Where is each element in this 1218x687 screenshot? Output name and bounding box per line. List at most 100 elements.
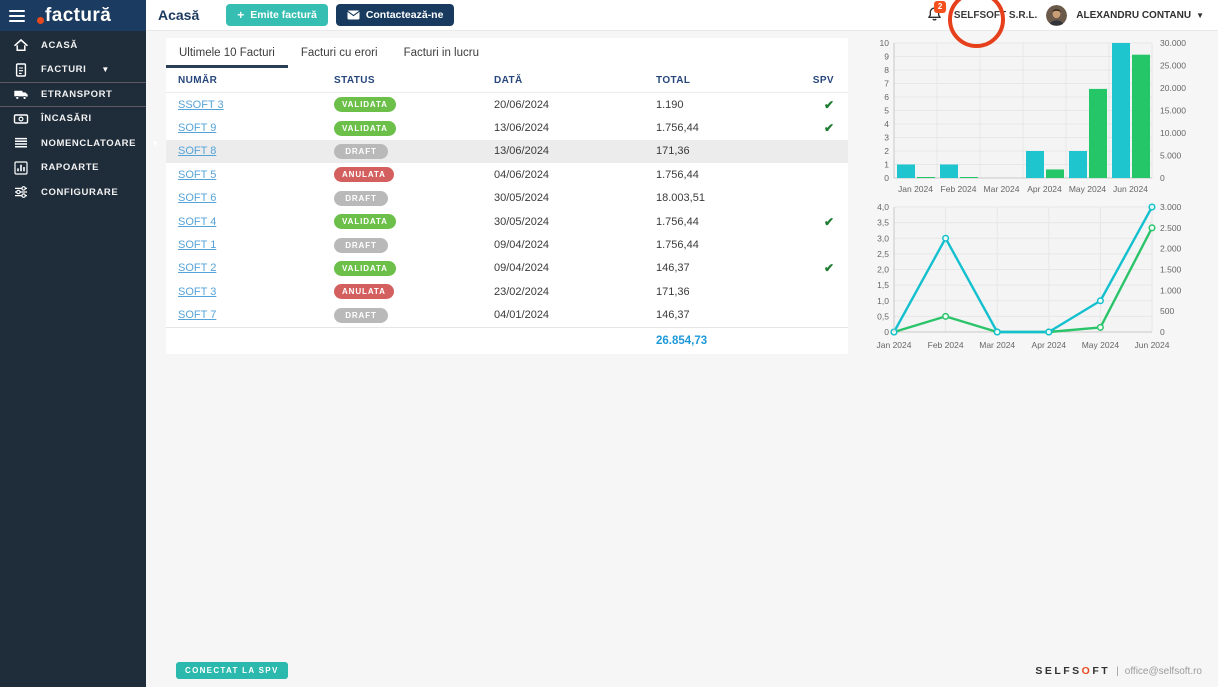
invoice-date: 04/06/2024 <box>494 168 550 181</box>
sidebar-item-label: NOMENCLATOARE <box>41 137 137 149</box>
footer-brand: SELFSOFT | office@selfsoft.ro <box>1035 665 1202 677</box>
notifications-bell-button[interactable]: 2 <box>925 1 947 25</box>
invoice-number-link[interactable]: SSOFT 3 <box>178 98 224 111</box>
invoice-total: 1.756,44 <box>656 168 699 181</box>
sidebar-item-label: ETRANSPORT <box>41 88 113 100</box>
status-badge: DRAFT <box>334 307 388 323</box>
emit-invoice-button[interactable]: + Emite factură <box>226 4 328 26</box>
sidebar-menu: ACASĂ FACTURI ▼ ETRANSPORT ÎNCASĂRI NOMENCLAT… <box>0 31 159 205</box>
svg-text:1.000: 1.000 <box>1160 285 1182 295</box>
svg-text:Jun 2024: Jun 2024 <box>1113 184 1148 194</box>
sidebar-item-facturi[interactable]: FACTURI ▼ <box>0 58 146 83</box>
svg-text:1,0: 1,0 <box>877 296 889 306</box>
svg-text:Jan 2024: Jan 2024 <box>877 340 912 350</box>
tab-facturi-in-lucru[interactable]: Facturi in lucru <box>403 47 479 59</box>
sidebar-item-rapoarte[interactable]: RAPOARTE <box>0 156 146 181</box>
user-name: ALEXANDRU CONTANU <box>1076 9 1192 21</box>
invoice-total: 146,37 <box>656 262 690 275</box>
invoice-number-link[interactable]: SOFT 7 <box>178 309 217 322</box>
sidebar-item-ncasri[interactable]: ÎNCASĂRI <box>0 107 146 132</box>
invoice-date: 13/06/2024 <box>494 145 550 158</box>
svg-text:2.000: 2.000 <box>1160 244 1182 254</box>
svg-text:20.000: 20.000 <box>1160 83 1186 93</box>
chevron-down-icon: ▼ <box>101 65 110 75</box>
invoices-bar-chart: 10987654321030.00025.00020.00015.00010.0… <box>880 38 1187 194</box>
table-row: SOFT 1 DRAFT 09/04/2024 1.756,44 <box>166 233 848 256</box>
sidebar-item-configurare[interactable]: CONFIGURARE <box>0 180 146 205</box>
svg-text:Feb 2024: Feb 2024 <box>941 184 977 194</box>
hamburger-menu-icon[interactable] <box>9 9 25 22</box>
invoice-date: 30/05/2024 <box>494 215 550 228</box>
spv-check-icon: ✔ <box>823 97 834 112</box>
svg-text:2: 2 <box>884 146 889 156</box>
svg-text:1.500: 1.500 <box>1160 265 1182 275</box>
cash-icon <box>13 111 29 127</box>
invoice-date: 30/05/2024 <box>494 192 550 205</box>
spv-check-icon: ✔ <box>823 214 834 229</box>
invoice-number-link[interactable]: SOFT 3 <box>178 285 217 298</box>
invoice-total: 1.756,44 <box>656 215 699 228</box>
svg-text:500: 500 <box>1160 306 1174 316</box>
invoice-icon <box>13 62 29 78</box>
home-icon <box>13 37 29 53</box>
footer-separator: | <box>1116 665 1119 677</box>
app-logo[interactable]: factură <box>37 5 111 27</box>
invoice-number-link[interactable]: SOFT 9 <box>178 122 217 135</box>
invoice-date: 09/04/2024 <box>494 262 550 275</box>
svg-text:2.500: 2.500 <box>1160 223 1182 233</box>
invoice-number-link[interactable]: SOFT 4 <box>178 215 217 228</box>
table-row: SOFT 9 VALIDATA 13/06/2024 1.756,44 ✔ <box>166 116 848 139</box>
sidebar: factură ACASĂ FACTURI ▼ ETRANSPORT ÎNCASĂRI N… <box>0 0 159 687</box>
svg-text:3: 3 <box>884 133 889 143</box>
status-badge: VALIDATA <box>334 120 396 136</box>
table-row: SOFT 6 DRAFT 30/05/2024 18.003,51 <box>166 187 848 210</box>
svg-text:10: 10 <box>880 38 890 48</box>
svg-text:5: 5 <box>884 106 889 116</box>
grand-total-value: 26.854,73 <box>656 334 708 347</box>
table-row: SOFT 5 ANULATA 04/06/2024 1.756,44 <box>166 163 848 186</box>
footer-email[interactable]: office@selfsoft.ro <box>1124 665 1202 677</box>
svg-text:2,0: 2,0 <box>877 265 889 275</box>
svg-text:Jan 2024: Jan 2024 <box>898 184 933 194</box>
svg-text:0,5: 0,5 <box>877 311 889 321</box>
invoice-number-link[interactable]: SOFT 5 <box>178 168 217 181</box>
sliders-icon <box>13 184 29 200</box>
svg-text:Mar 2024: Mar 2024 <box>979 340 1015 350</box>
invoice-number-link[interactable]: SOFT 6 <box>178 192 217 205</box>
invoice-date: 23/02/2024 <box>494 285 550 298</box>
tab-facturi-cu-erori[interactable]: Facturi cu erori <box>300 47 378 59</box>
column-header: NUMĂR <box>178 74 218 86</box>
column-header: STATUS <box>334 74 375 86</box>
table-row: SOFT 7 DRAFT 04/01/2024 146,37 <box>166 304 848 327</box>
tab-ultimele-10-facturi[interactable]: Ultimele 10 Facturi <box>166 38 288 68</box>
invoice-number-link[interactable]: SOFT 8 <box>178 145 217 158</box>
table-total-row: 26.854,73 <box>166 326 848 354</box>
svg-text:1,5: 1,5 <box>877 280 889 290</box>
svg-text:0: 0 <box>884 327 889 337</box>
table-row: SSOFT 3 VALIDATA 20/06/2024 1.190 ✔ <box>166 93 848 116</box>
svg-text:6: 6 <box>884 92 889 102</box>
user-avatar[interactable] <box>1046 4 1068 26</box>
column-header: TOTAL <box>656 74 691 86</box>
invoice-total: 18.003,51 <box>656 192 705 205</box>
sidebar-item-acas[interactable]: ACASĂ <box>0 33 146 58</box>
svg-text:25.000: 25.000 <box>1160 61 1186 71</box>
sidebar-item-nomenclatoare[interactable]: NOMENCLATOARE ▼ <box>0 131 159 156</box>
status-badge: VALIDATA <box>334 97 396 113</box>
svg-text:Apr 2024: Apr 2024 <box>1027 184 1062 194</box>
plus-icon: + <box>237 8 245 22</box>
company-name: SELFSOFT S.R.L. <box>953 9 1038 21</box>
contact-button[interactable]: Contactează-ne <box>335 4 455 26</box>
chevron-down-icon: ▼ <box>1196 10 1204 20</box>
sidebar-item-etransport[interactable]: ETRANSPORT <box>0 82 146 107</box>
svg-text:15.000: 15.000 <box>1160 106 1186 116</box>
table-row: SOFT 2 VALIDATA 09/04/2024 146,37 ✔ <box>166 257 848 280</box>
svg-text:4: 4 <box>884 119 889 129</box>
invoice-total: 146,37 <box>656 309 690 322</box>
invoice-number-link[interactable]: SOFT 2 <box>178 262 217 275</box>
invoice-number-link[interactable]: SOFT 1 <box>178 239 217 252</box>
svg-text:May 2024: May 2024 <box>1069 184 1107 194</box>
user-menu-button[interactable]: ALEXANDRU CONTANU ▼ <box>1076 10 1204 21</box>
sidebar-item-label: ÎNCASĂRI <box>41 113 92 125</box>
status-badge: DRAFT <box>334 190 388 206</box>
